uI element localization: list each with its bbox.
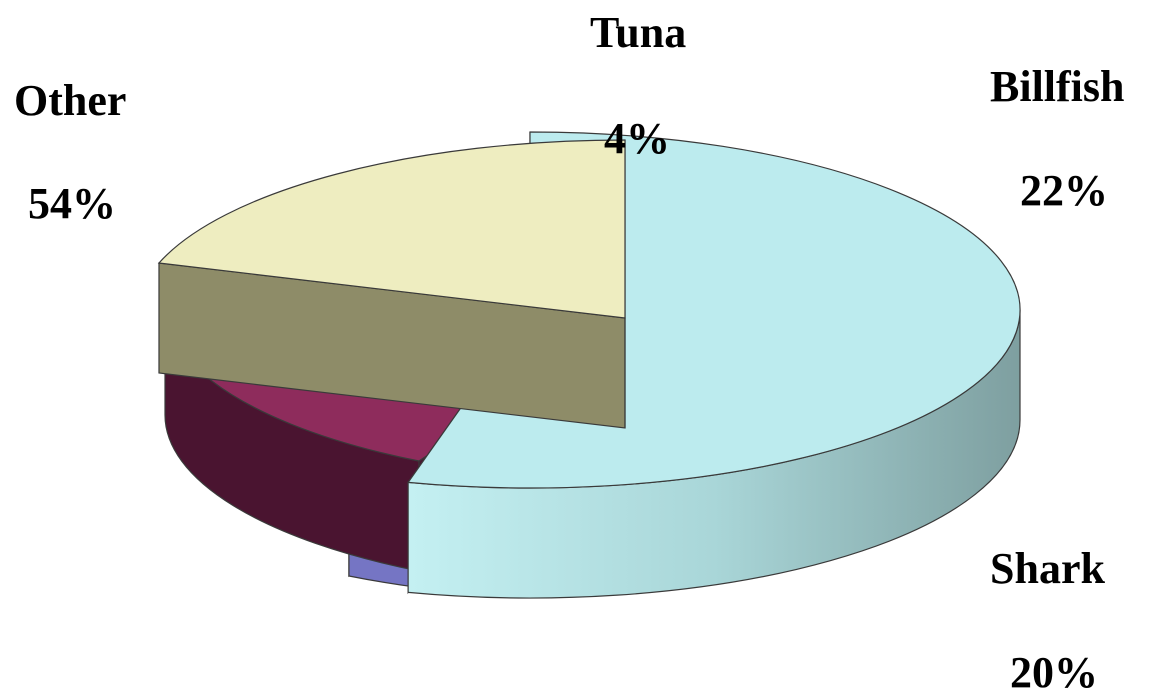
label-tuna-name: Tuna [590, 8, 686, 57]
label-billfish-name: Billfish [990, 62, 1125, 111]
label-tuna-pct: 4% [604, 114, 670, 163]
slice-shark-top [157, 139, 626, 319]
label-shark-pct: 20% [1010, 648, 1098, 695]
pie-slices [157, 131, 1021, 599]
label-other-pct: 54% [28, 179, 116, 228]
label-billfish-pct: 22% [1020, 166, 1108, 215]
pie-labels: Other 54% Tuna 4% Billfish 22% Shark 20% [14, 8, 1125, 695]
label-shark-name: Shark [990, 544, 1105, 593]
label-other-name: Other [14, 76, 126, 125]
slice-shark [157, 139, 626, 429]
